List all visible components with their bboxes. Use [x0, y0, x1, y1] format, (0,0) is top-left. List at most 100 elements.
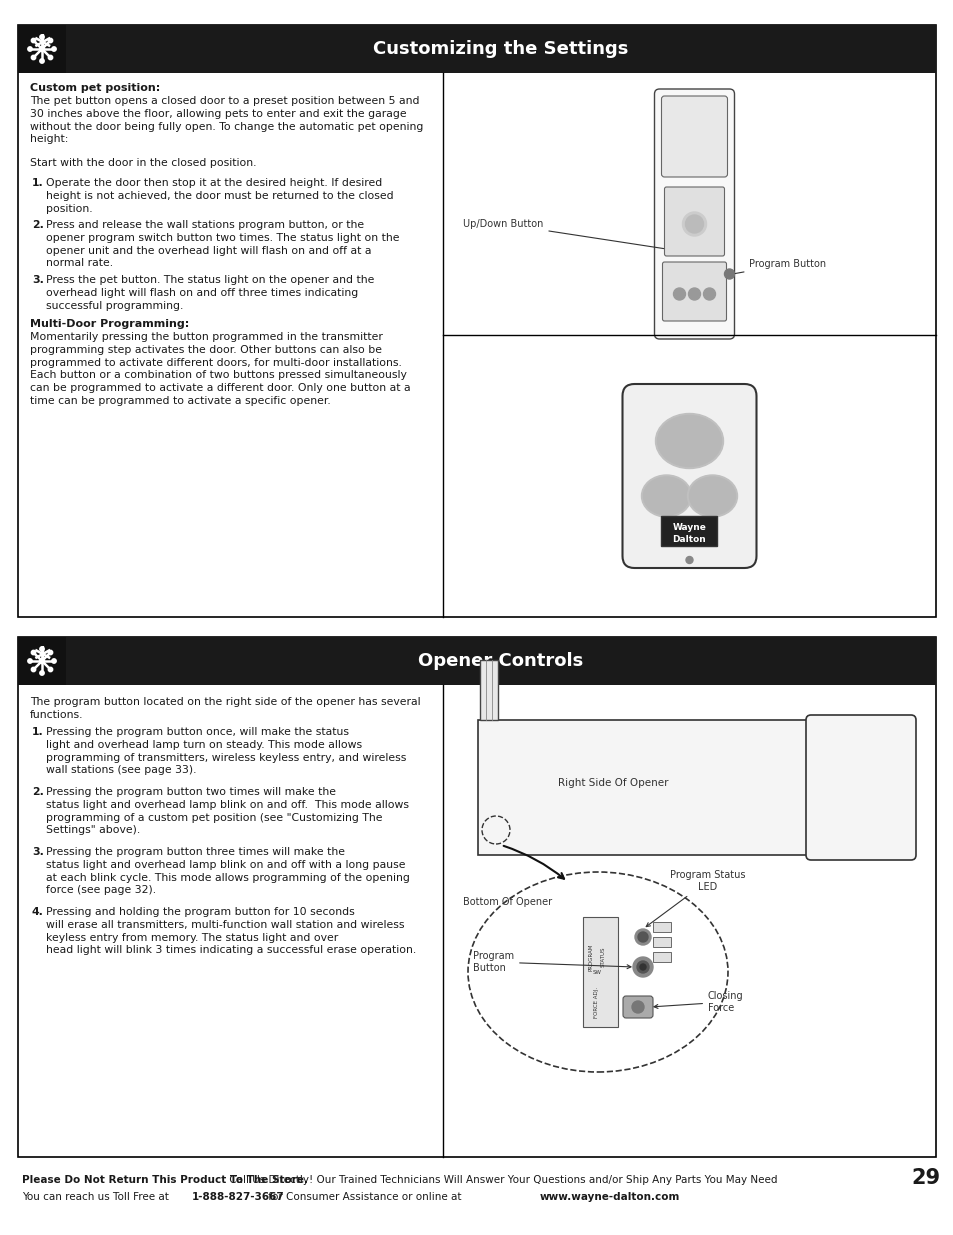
Text: Closing
Force: Closing Force [654, 990, 742, 1013]
Text: Program Button: Program Button [735, 259, 825, 273]
Circle shape [681, 212, 706, 236]
Text: for Consumer Assistance or online at: for Consumer Assistance or online at [265, 1192, 464, 1202]
Ellipse shape [657, 415, 720, 467]
Text: Right Side Of Opener: Right Side Of Opener [558, 778, 668, 788]
Text: Call Us Directly! Our Trained Technicians Will Answer Your Questions and/or Ship: Call Us Directly! Our Trained Technician… [226, 1174, 777, 1186]
Circle shape [31, 38, 35, 43]
Circle shape [51, 658, 56, 663]
Text: Press the pet button. The status light on the opener and the
overhead light will: Press the pet button. The status light o… [46, 275, 374, 310]
Circle shape [673, 288, 685, 300]
Ellipse shape [687, 475, 737, 517]
Text: PROGRAM: PROGRAM [588, 944, 593, 971]
Text: STATUS: STATUS [599, 947, 605, 967]
Bar [652, 952, 670, 962]
Bar [18, 25, 66, 73]
Circle shape [31, 667, 35, 672]
Text: Opener Controls: Opener Controls [418, 652, 583, 671]
Bar [18, 637, 935, 1157]
Text: Pressing and holding the program button for 10 seconds
will erase all transmitte: Pressing and holding the program button … [46, 906, 416, 956]
Circle shape [40, 647, 44, 651]
Text: Program
Button: Program Button [473, 951, 630, 973]
Circle shape [49, 38, 52, 43]
Circle shape [633, 957, 652, 977]
Circle shape [49, 651, 52, 655]
Bar [18, 637, 935, 685]
FancyBboxPatch shape [661, 262, 726, 321]
Circle shape [28, 47, 32, 51]
Text: Up/Down Button: Up/Down Button [462, 219, 663, 248]
Text: Momentarily pressing the button programmed in the transmitter
programming step a: Momentarily pressing the button programm… [30, 332, 410, 406]
Circle shape [40, 59, 44, 63]
Ellipse shape [640, 475, 691, 517]
Ellipse shape [655, 414, 722, 468]
Text: Pressing the program button three times will make the
status light and overhead : Pressing the program button three times … [46, 847, 410, 895]
Text: 3.: 3. [32, 847, 44, 857]
Circle shape [685, 557, 692, 563]
Text: Please Do Not Return This Product To The Store.: Please Do Not Return This Product To The… [22, 1174, 308, 1186]
Text: 2.: 2. [32, 787, 44, 797]
Text: Wayne: Wayne [672, 524, 706, 532]
Bar [660, 516, 717, 546]
Circle shape [702, 288, 715, 300]
Circle shape [631, 1002, 643, 1013]
Text: 2.: 2. [32, 220, 44, 230]
Text: 29: 29 [911, 1168, 940, 1188]
Text: Pressing the program button two times will make the
status light and overhead la: Pressing the program button two times wi… [46, 787, 409, 835]
Circle shape [49, 56, 52, 59]
Circle shape [49, 667, 52, 672]
Text: 1-888-827-3667: 1-888-827-3667 [192, 1192, 284, 1202]
Circle shape [723, 269, 734, 279]
Text: Pressing the program button once, will make the status
light and overhead lamp t: Pressing the program button once, will m… [46, 727, 406, 776]
Bar [652, 923, 670, 932]
FancyBboxPatch shape [477, 720, 830, 855]
Circle shape [31, 56, 35, 59]
Text: Dalton: Dalton [672, 535, 705, 543]
Text: Customizing the Settings: Customizing the Settings [373, 40, 628, 58]
Text: You can reach us Toll Free at: You can reach us Toll Free at [22, 1192, 172, 1202]
Circle shape [40, 671, 44, 676]
Circle shape [639, 965, 645, 969]
Bar [18, 25, 935, 73]
Text: FORCE ADJ.: FORCE ADJ. [594, 987, 598, 1018]
Circle shape [31, 651, 35, 655]
Ellipse shape [689, 477, 735, 515]
Circle shape [51, 47, 56, 51]
FancyBboxPatch shape [622, 384, 756, 568]
Text: The pet button opens a closed door to a preset position between 5 and
30 inches : The pet button opens a closed door to a … [30, 96, 423, 144]
Text: Bottom Of Opener: Bottom Of Opener [462, 897, 552, 906]
Text: 1.: 1. [32, 178, 44, 188]
Text: 3.: 3. [32, 275, 44, 285]
Circle shape [28, 658, 32, 663]
Circle shape [39, 658, 45, 663]
Circle shape [635, 929, 650, 945]
Text: *: * [33, 645, 51, 678]
Ellipse shape [643, 477, 689, 515]
Text: The program button located on the right side of the opener has several
functions: The program button located on the right … [30, 697, 420, 720]
Circle shape [40, 35, 44, 40]
Text: www.wayne-dalton.com: www.wayne-dalton.com [539, 1192, 679, 1202]
FancyBboxPatch shape [622, 995, 652, 1018]
Text: SW: SW [592, 969, 601, 974]
Bar [18, 25, 935, 618]
Text: 1.: 1. [32, 727, 44, 737]
Bar [582, 918, 618, 1028]
FancyBboxPatch shape [660, 96, 727, 177]
Text: Multi-Door Programming:: Multi-Door Programming: [30, 319, 189, 329]
Text: Program Status
LED: Program Status LED [645, 869, 745, 926]
Circle shape [637, 961, 648, 973]
Circle shape [39, 47, 45, 52]
Text: Custom pet position:: Custom pet position: [30, 83, 160, 93]
Bar [18, 637, 66, 685]
FancyBboxPatch shape [654, 89, 734, 338]
Bar [652, 937, 670, 947]
Text: Press and release the wall stations program button, or the
opener program switch: Press and release the wall stations prog… [46, 220, 399, 268]
Circle shape [685, 215, 702, 233]
Circle shape [688, 288, 700, 300]
Circle shape [638, 932, 647, 942]
Text: Start with the door in the closed position.: Start with the door in the closed positi… [30, 158, 256, 168]
FancyBboxPatch shape [664, 186, 723, 256]
Text: *: * [33, 32, 51, 65]
Text: 4.: 4. [32, 906, 44, 918]
Bar [479, 659, 497, 720]
Text: Operate the door then stop it at the desired height. If desired
height is not ac: Operate the door then stop it at the des… [46, 178, 394, 214]
